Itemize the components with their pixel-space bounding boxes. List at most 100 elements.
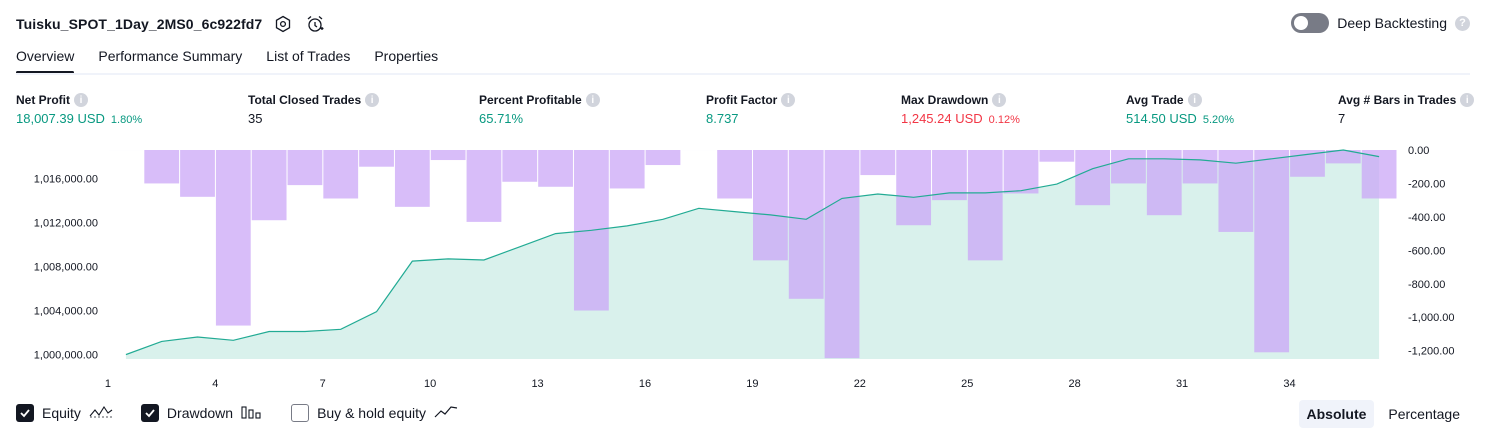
tab-divider (16, 73, 1470, 75)
tab-bar: Overview Performance Summary List of Tra… (16, 44, 438, 74)
y-right-tick-label: -800.00 (1408, 279, 1445, 291)
info-icon[interactable]: i (74, 93, 88, 107)
drawdown-bar (359, 150, 394, 167)
y-right-tick-label: -200.00 (1408, 178, 1445, 190)
drawdown-bar (251, 150, 287, 221)
y-right-tick-label: -1,200.00 (1408, 346, 1454, 358)
x-tick-label: 25 (961, 378, 973, 390)
toggle-knob (1294, 16, 1309, 30)
drawdown-bar (1039, 150, 1075, 162)
drawdown-bar (788, 150, 824, 299)
drawdown-bar (1325, 150, 1361, 164)
drawdown-bar (896, 150, 932, 226)
y-left-tick-label: 1,012,000.00 (34, 218, 98, 230)
gear-icon[interactable] (272, 13, 294, 35)
drawdown-bar (180, 150, 215, 197)
checkbox-buy-hold[interactable] (291, 404, 310, 422)
equity-line-icon (89, 405, 113, 422)
drawdown-bar (323, 150, 359, 199)
legend-label: Buy & hold equity (317, 405, 427, 421)
metric-label: Net Profit (16, 93, 70, 107)
drawdown-bar (1075, 150, 1111, 206)
metric-value: 7 (1338, 111, 1346, 126)
y-right-tick-label: -600.00 (1408, 245, 1445, 257)
x-tick-label: 10 (424, 378, 436, 390)
equity-line (125, 149, 1380, 356)
legend-label: Equity (42, 405, 81, 421)
metric-value: 35 (248, 111, 263, 126)
legend-buy-hold[interactable]: Buy & hold equity (291, 404, 458, 422)
drawdown-bar (753, 150, 788, 261)
y-right-tick-label: -400.00 (1408, 212, 1445, 224)
deep-backtesting-label: Deep Backtesting (1337, 15, 1447, 31)
chart-legend: Equity Drawdown Buy & hold equity (16, 404, 486, 422)
metric-label: Avg Trade (1126, 93, 1184, 107)
metric-label: Max Drawdown (901, 93, 989, 107)
drawdown-bar (609, 150, 645, 189)
x-tick-label: 19 (746, 378, 758, 390)
x-tick-label: 22 (854, 378, 866, 390)
metric-max-drawdown: Max Drawdown i 1,245.24 USD 0.12% (901, 93, 1020, 126)
info-icon[interactable]: i (1460, 93, 1475, 107)
tab-performance-summary[interactable]: Performance Summary (98, 48, 243, 64)
x-tick-label: 4 (212, 378, 218, 390)
metric-label: Avg # Bars in Trades (1338, 93, 1457, 107)
tab-list-of-trades[interactable]: List of Trades (266, 48, 351, 64)
deep-backtesting-control: Deep Backtesting ? (1291, 13, 1470, 33)
help-icon[interactable]: ? (1455, 15, 1470, 31)
drawdown-bar (967, 150, 1003, 261)
x-tick-label: 13 (531, 378, 543, 390)
y-left-tick-label: 1,008,000.00 (34, 262, 98, 274)
metric-label: Profit Factor (706, 93, 778, 107)
legend-equity[interactable]: Equity (16, 404, 113, 422)
metric-net-profit: Net Profit i 18,007.39 USD 1.80% (16, 93, 142, 126)
y-right-tick-label: 0.00 (1408, 145, 1429, 157)
equity-drawdown-chart: 1,016,000.00 1,012,000.00 1,008,000.00 1,00… (34, 145, 1455, 390)
info-icon[interactable]: i (992, 93, 1007, 107)
x-tick-label: 16 (639, 378, 651, 390)
drawdown-bars-icon (241, 405, 263, 422)
drawdown-bar (1361, 150, 1397, 199)
info-icon[interactable]: i (1187, 93, 1202, 107)
tab-properties[interactable]: Properties (374, 48, 439, 64)
info-icon[interactable]: i (365, 93, 380, 107)
x-tick-label: 1 (105, 378, 111, 390)
equity-area (125, 150, 1380, 359)
x-tick-label: 28 (1069, 378, 1081, 390)
deep-backtesting-toggle[interactable] (1291, 13, 1330, 33)
buy-hold-line-icon (434, 405, 458, 422)
drawdown-bar (1182, 150, 1218, 184)
metric-percent: 1.80% (110, 114, 143, 126)
drawdown-bar (932, 150, 967, 201)
info-icon[interactable]: i (585, 93, 600, 107)
y-left-tick-label: 1,004,000.00 (34, 306, 98, 318)
legend-drawdown[interactable]: Drawdown (140, 404, 263, 422)
drawdown-bar (824, 150, 860, 359)
checkbox-equity[interactable] (16, 404, 34, 422)
drawdown-bar (1146, 150, 1182, 216)
drawdown-bar (860, 150, 896, 176)
y-left-tick-label: 1,016,000.00 (34, 174, 98, 186)
metric-value: 514.50 USD (1126, 111, 1197, 126)
drawdown-bar (1254, 150, 1290, 353)
drawdown-bar (144, 150, 180, 184)
percentage-button[interactable]: Percentage (1388, 406, 1460, 422)
metric-avg-bars: Avg # Bars in Trades i 7 (1338, 93, 1475, 126)
drawdown-bar (538, 150, 573, 187)
drawdown-bar (287, 150, 323, 186)
metric-percent-profitable: Percent Profitable i 65.71% (479, 93, 600, 126)
metric-value: 1,245.24 USD (901, 111, 983, 126)
metric-percent: 0.12% (988, 114, 1020, 126)
checkbox-drawdown[interactable] (140, 404, 159, 422)
metric-avg-trade: Avg Trade i 514.50 USD 5.20% (1126, 93, 1234, 126)
absolute-button[interactable]: Absolute (1298, 400, 1375, 428)
alarm-clock-icon[interactable] (304, 13, 326, 35)
drawdown-bar (502, 150, 538, 182)
y-right-tick-label: -1,000.00 (1408, 312, 1454, 324)
drawdown-bar (645, 150, 681, 166)
metric-value: 65.71% (479, 111, 524, 126)
drawdown-bar (430, 150, 466, 161)
tab-overview[interactable]: Overview (16, 44, 75, 74)
info-icon[interactable]: i (781, 93, 796, 107)
display-mode-toggle: Absolute Percentage (1298, 400, 1469, 428)
